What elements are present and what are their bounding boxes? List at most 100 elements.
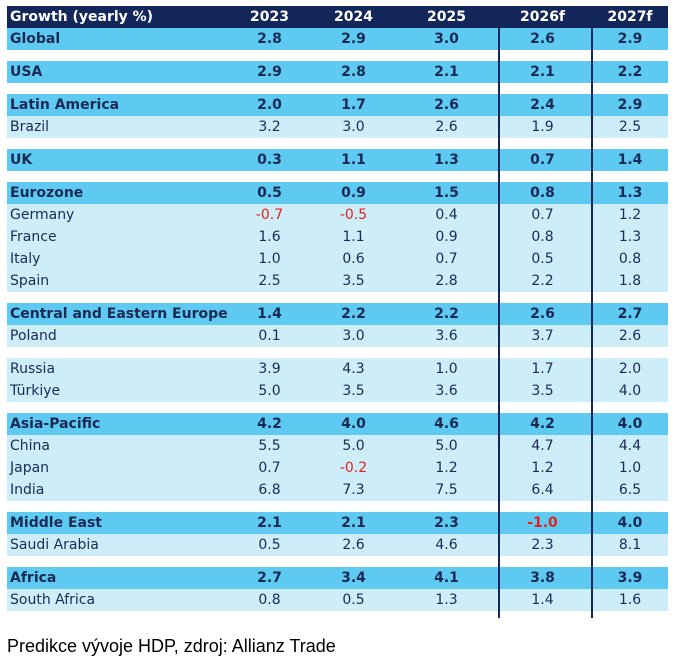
row-label: USA	[10, 64, 43, 80]
cell-value: 2.2	[531, 273, 554, 289]
cell-value: 2.6	[435, 119, 458, 135]
cell-value: 2.7	[257, 570, 282, 586]
cell-value: 2.6	[618, 328, 642, 344]
header-label: Growth (yearly %)	[10, 9, 154, 25]
cell-value: 3.0	[434, 31, 459, 47]
row-label: Poland	[10, 328, 57, 344]
row-label: Russia	[10, 361, 56, 377]
table-row: India 6.8 7.3 7.5 6.4 6.5	[7, 479, 668, 501]
row-label: Italy	[10, 251, 41, 267]
row-label: Saudi Arabia	[10, 537, 99, 553]
cell-value: 3.7	[531, 328, 554, 344]
cell-value: 0.4	[435, 207, 458, 223]
cell-value: 2.9	[617, 97, 643, 113]
row-label: Africa	[10, 570, 57, 586]
header-2026f: 2026f	[519, 9, 566, 25]
cell-value: 1.4	[531, 592, 554, 608]
cell-value: 0.8	[258, 592, 281, 608]
table-row: Italy 1.0 0.6 0.7 0.5 0.8	[7, 248, 668, 270]
cell-value: 1.4	[257, 306, 282, 322]
table-row: Russia 3.9 4.3 1.0 1.7 2.0	[7, 358, 668, 380]
cell-value: 1.3	[435, 592, 458, 608]
table-row: Eurozone 0.5 0.9 1.5 0.8 1.3	[7, 182, 668, 204]
table-row: Japan 0.7 -0.2 1.2 1.2 1.0	[7, 457, 668, 479]
table-row: USA 2.9 2.8 2.1 2.1 2.2	[7, 61, 668, 83]
table-row: China 5.5 5.0 5.0 4.7 4.4	[7, 435, 668, 457]
cell-value: 2.4	[530, 97, 555, 113]
header-row: Growth (yearly %) 2023 2024 2025 2026f 2…	[7, 6, 668, 28]
cell-value: 1.5	[434, 185, 459, 201]
cell-value: 2.1	[530, 64, 555, 80]
cell-value: 3.2	[258, 119, 281, 135]
cell-value: 0.3	[257, 152, 282, 168]
cell-value: 3.9	[258, 361, 281, 377]
cell-value: 0.7	[530, 152, 555, 168]
row-label: UK	[10, 152, 33, 168]
cell-value: 2.3	[531, 537, 554, 553]
header-2027f: 2027f	[607, 9, 653, 25]
table-row: Poland 0.1 3.0 3.6 3.7 2.6	[7, 325, 668, 347]
cell-value: 3.6	[435, 383, 458, 399]
cell-value: 2.6	[342, 537, 365, 553]
cell-value: 1.9	[531, 119, 554, 135]
cell-value: 4.0	[617, 515, 643, 531]
cell-value: 0.1	[258, 328, 281, 344]
cell-value: 6.8	[258, 482, 281, 498]
row-label: Türkiye	[10, 383, 61, 399]
cell-value: 2.0	[257, 97, 282, 113]
cell-value: 3.4	[341, 570, 366, 586]
cell-value: 3.0	[342, 328, 365, 344]
table-row: Latin America 2.0 1.7 2.6 2.4 2.9	[7, 94, 668, 116]
group-gap	[7, 171, 668, 182]
cell-value: 1.1	[341, 152, 366, 168]
cell-value: 2.0	[618, 361, 642, 377]
cell-value: 5.5	[258, 438, 281, 454]
cell-value: 1.1	[342, 229, 365, 245]
cell-value: 2.2	[617, 64, 643, 80]
cell-value: 1.3	[434, 152, 459, 168]
header-2023: 2023	[250, 9, 289, 25]
row-label: Central and Eastern Europe	[10, 306, 228, 322]
row-label: Brazil	[10, 119, 50, 135]
cell-value: 6.4	[531, 482, 554, 498]
row-label: Global	[10, 31, 61, 47]
cell-value: 2.5	[618, 119, 642, 135]
cell-value: 2.8	[341, 64, 366, 80]
table-row: Central and Eastern Europe 1.4 2.2 2.2 2.6 2.…	[7, 303, 668, 325]
cell-value: 5.0	[435, 438, 458, 454]
cell-value: 2.2	[434, 306, 459, 322]
cell-value: 2.1	[257, 515, 282, 531]
row-label: India	[10, 482, 45, 498]
table-row: UK 0.3 1.1 1.3 0.7 1.4	[7, 149, 668, 171]
cell-value: 1.2	[435, 460, 458, 476]
cell-value: 0.5	[258, 537, 281, 553]
row-label: Japan	[10, 460, 50, 476]
cell-value: 2.6	[434, 97, 459, 113]
cell-value: 4.3	[342, 361, 365, 377]
forecast-divider-2027	[591, 28, 593, 618]
table-row: Spain 2.5 3.5 2.8 2.2 1.8	[7, 270, 668, 292]
cell-value: 4.0	[617, 416, 643, 432]
table-row: Germany -0.7 -0.5 0.4 0.7 1.2	[7, 204, 668, 226]
cell-value: 2.6	[530, 31, 555, 47]
cell-value: -0.7	[255, 207, 284, 223]
table-row: Brazil 3.2 3.0 2.6 1.9 2.5	[7, 116, 668, 138]
cell-value: 4.1	[434, 570, 459, 586]
cell-value: 0.5	[531, 251, 554, 267]
cell-value: 1.8	[618, 273, 642, 289]
table-row: Africa 2.7 3.4 4.1 3.8 3.9	[7, 567, 668, 589]
cell-value: 1.3	[618, 229, 642, 245]
row-label: Asia-Pacific	[10, 416, 101, 432]
row-label: France	[10, 229, 57, 245]
row-label: Middle East	[10, 515, 102, 531]
row-label: Germany	[10, 207, 75, 223]
cell-value: 2.9	[257, 64, 282, 80]
cell-value: 7.5	[435, 482, 458, 498]
cell-value: 4.2	[530, 416, 555, 432]
cell-value: 0.7	[531, 207, 554, 223]
cell-value: 0.9	[341, 185, 366, 201]
group-gap	[7, 83, 668, 94]
cell-value: 4.6	[434, 416, 459, 432]
cell-value: 2.1	[434, 64, 459, 80]
cell-value: 1.6	[258, 229, 281, 245]
